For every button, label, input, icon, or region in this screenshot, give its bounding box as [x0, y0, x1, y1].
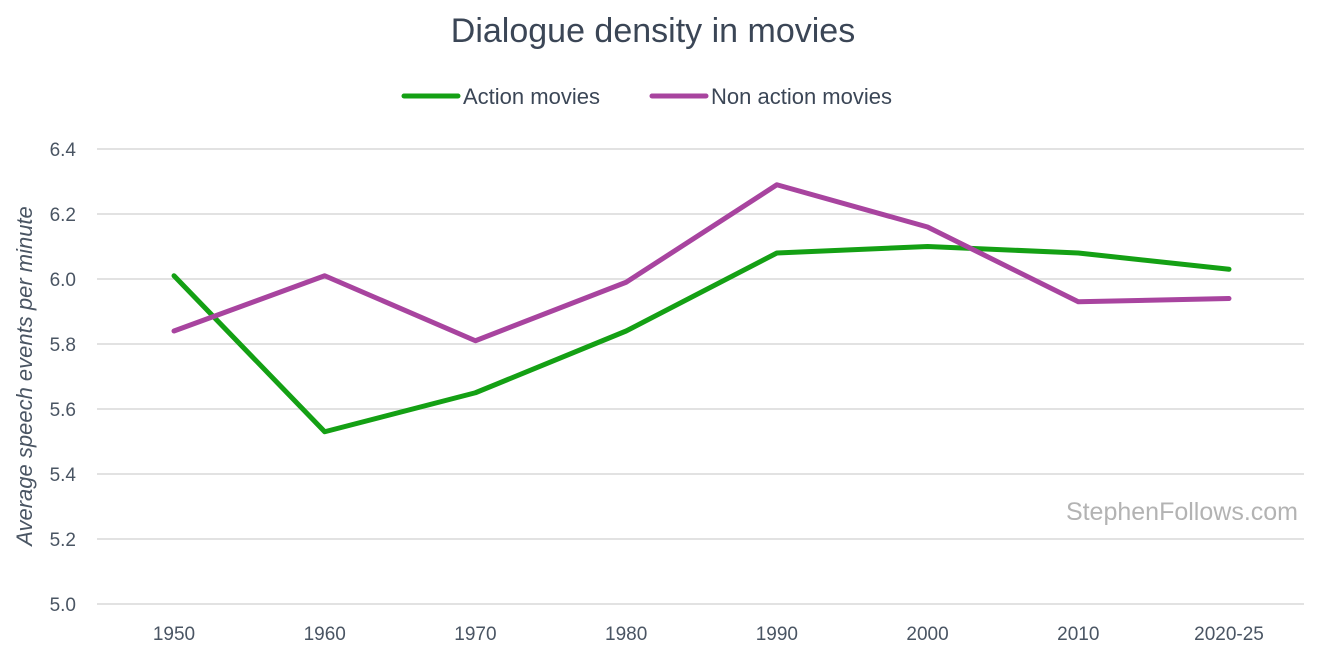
y-tick-label: 5.2 — [50, 530, 76, 551]
y-tick-label: 6.2 — [50, 205, 76, 226]
series-line-1 — [171, 182, 1232, 344]
x-axis-ticks: 1950 1960 1970 1980 1990 2000 2010 2020-25 — [153, 624, 1264, 645]
y-tick-label: 5.4 — [50, 465, 77, 486]
y-axis-title: Average speech events per minute — [12, 206, 37, 548]
x-tick-label: 2000 — [906, 624, 948, 645]
gridlines — [97, 148, 1304, 605]
x-tick-label: 1970 — [454, 624, 496, 645]
x-tick-label: 1980 — [605, 624, 647, 645]
x-tick-label: 1950 — [153, 624, 195, 645]
y-tick-label: 5.0 — [50, 595, 76, 616]
y-tick-label: 6.4 — [50, 140, 77, 161]
legend-label-1: Non action movies — [711, 84, 892, 109]
x-tick-label: 2020-25 — [1194, 624, 1264, 645]
y-tick-label: 6.0 — [50, 270, 76, 291]
series-group — [171, 182, 1232, 435]
x-tick-label: 2010 — [1057, 624, 1099, 645]
y-axis-ticks: 5.0 5.2 5.4 5.6 5.8 6.0 6.2 6.4 — [50, 140, 77, 616]
legend: Action movies Non action movies — [401, 84, 892, 109]
x-tick-label: 1960 — [304, 624, 346, 645]
chart-title: Dialogue density in movies — [451, 12, 855, 50]
watermark: StephenFollows.com — [1066, 498, 1298, 526]
y-tick-label: 5.6 — [50, 400, 76, 421]
legend-label-0: Action movies — [463, 84, 600, 109]
y-tick-label: 5.8 — [50, 335, 76, 356]
x-tick-label: 1990 — [756, 624, 798, 645]
series-line-0 — [171, 244, 1232, 435]
